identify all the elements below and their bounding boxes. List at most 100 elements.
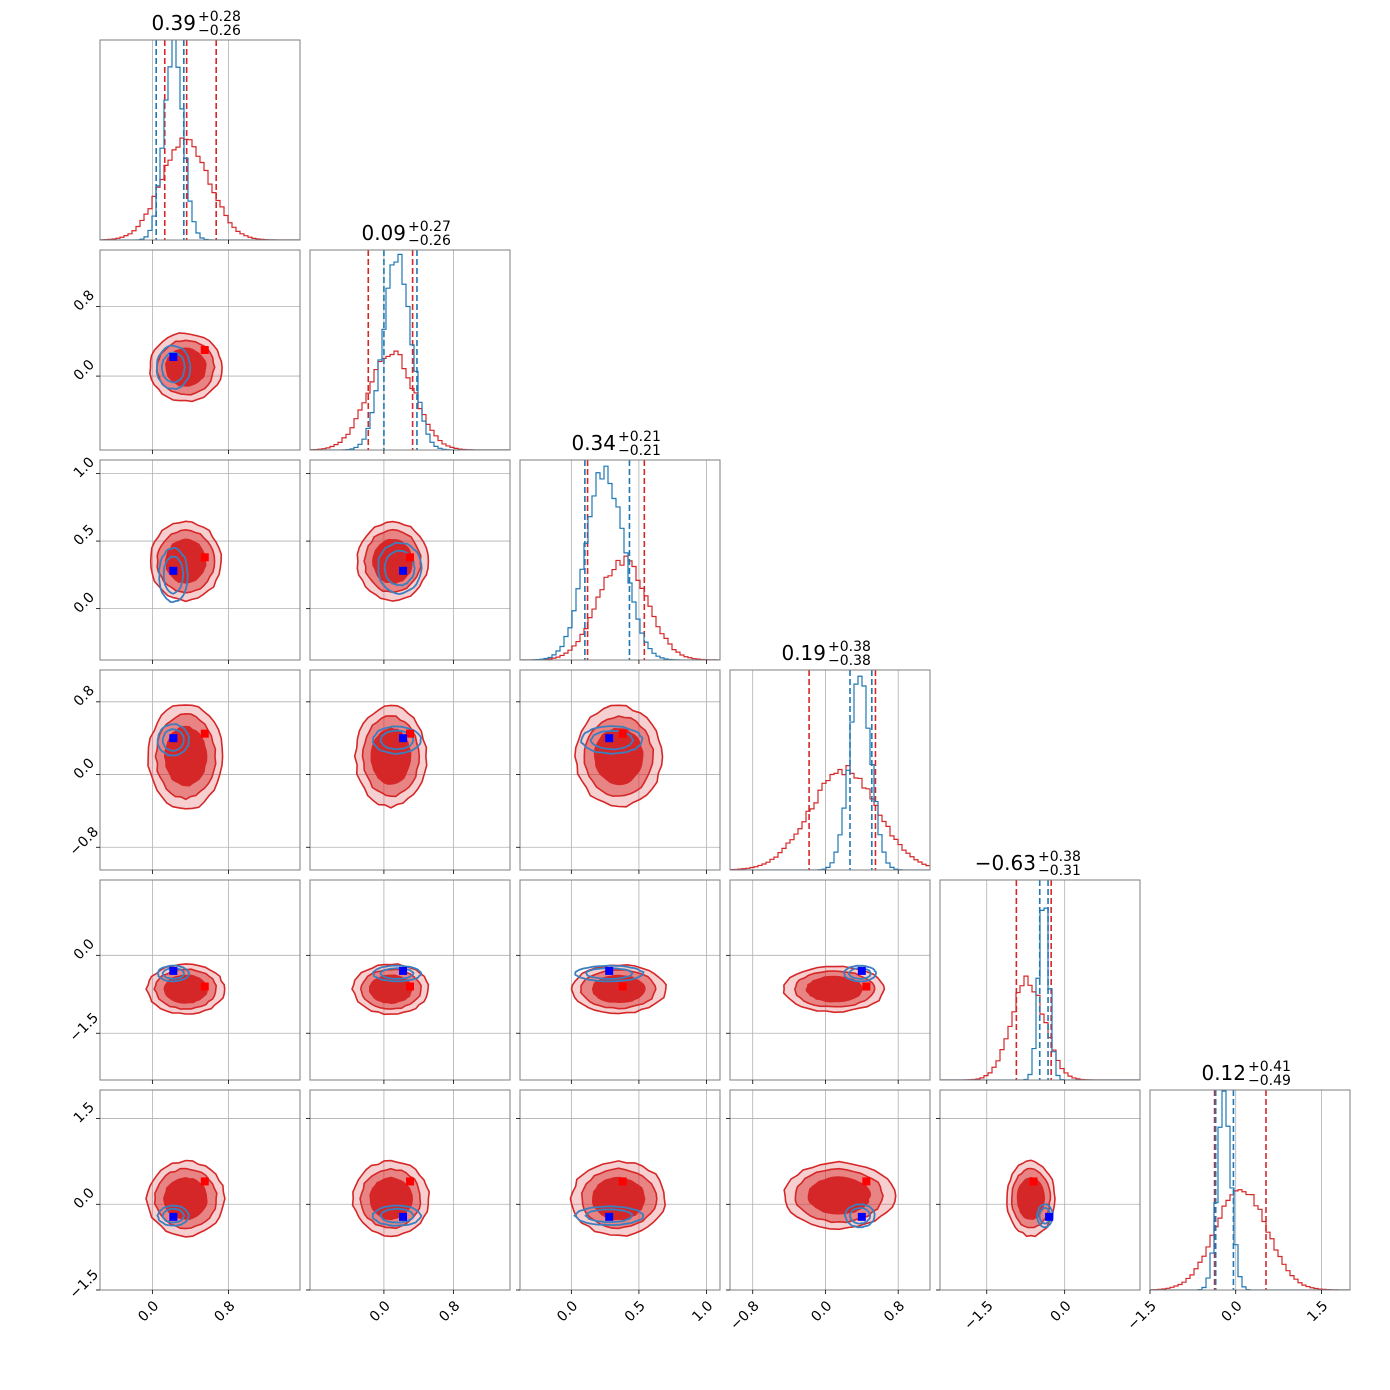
title-lower-error: −0.38 [828,653,871,669]
panel-frame [519,669,721,871]
contour-b [155,344,192,391]
panel-plot-area [730,880,930,1080]
panel-plot-area [520,460,720,660]
contour-b [160,351,186,384]
contour-b [161,967,185,980]
panel-1-1 [309,249,511,454]
histogram-a [730,765,930,870]
truth-marker-red [862,1177,871,1186]
title-upper-error: +0.27 [408,219,451,235]
x-tick-label: 1.0 [689,1298,716,1325]
x-tick-label: 0.0 [367,1298,394,1325]
y-tick-label: 0.0 [71,589,98,616]
panel-frame [729,879,931,1081]
x-tick-label: 0.5 [622,1298,649,1325]
panel-4-1 [306,879,511,1084]
panel-title-4: −0.63 +0.38−0.31 [975,849,1081,879]
y-tick-label: −1.5 [67,1267,102,1302]
y-tick-label: 0.0 [71,1185,98,1212]
panel-5-5: −1.5 0.0 1.5 [1125,1089,1351,1333]
truth-marker-blue [169,734,178,743]
contour-b [371,1204,423,1227]
histogram-b [310,253,510,450]
panel-plot-area [940,1090,1140,1290]
truth-marker-blue [169,966,178,975]
contour-b [379,729,415,751]
panel-frame [729,1089,931,1291]
y-tick-label: 0.0 [71,357,98,384]
contour-a [593,727,644,786]
truth-marker-red [200,553,209,562]
contour-a [163,974,209,1004]
panel-3-2 [516,669,721,874]
truth-marker-blue [1045,1212,1054,1221]
truth-marker-blue [605,966,614,975]
panel-4-4 [939,879,1141,1084]
contour-a [591,1176,646,1221]
panel-3-1 [306,669,511,874]
panel-frame [99,879,301,1081]
truth-marker-blue [399,966,408,975]
contour-b [156,723,190,757]
contour-b [580,725,644,755]
panel-0-0 [99,39,301,244]
contour-b [162,555,185,595]
histogram-a [520,555,720,660]
contour-b [156,964,190,983]
contour-b [371,964,423,983]
panel-frame [99,39,301,241]
truth-marker-red [1029,1177,1038,1186]
panel-1-0: 0.0 0.8 [71,249,301,454]
contour-b [848,1206,871,1225]
histogram-b [730,675,930,870]
panel-frame [939,879,1141,1081]
title-median: 0.12 [1201,1061,1246,1085]
contour-b [371,725,423,755]
panel-plot-area [310,670,510,870]
panel-4-0: −1.5 0.0 [67,879,301,1084]
truth-marker-blue [399,734,408,743]
panel-frame [519,1089,721,1291]
x-tick-label: 0.0 [1219,1298,1246,1325]
title-median: 0.19 [781,641,826,665]
panel-plot-area [310,1090,510,1290]
contour-b [377,541,423,596]
y-tick-label: 1.0 [71,454,98,481]
contour-b [1038,1206,1052,1225]
title-lower-error: −0.26 [198,23,241,39]
title-upper-error: +0.21 [618,429,661,445]
contour-b [573,1205,645,1226]
panel-frame [309,459,511,661]
y-tick-label: 0.0 [71,936,98,963]
panel-frame [519,459,721,661]
panel-4-3 [726,879,931,1084]
panel-2-1 [306,459,511,664]
histogram-b [940,907,1140,1080]
panel-plot-area [100,670,300,870]
x-tick-label: 0.0 [1048,1298,1075,1325]
x-tick-label: 0.8 [881,1298,908,1325]
x-tick-label: −0.8 [727,1298,762,1333]
panel-5-1: 0.0 0.8 [306,1089,511,1325]
histogram-b [100,40,300,240]
title-median: 0.39 [151,11,196,35]
truth-marker-blue [169,566,178,575]
y-tick-label: 0.8 [71,287,98,314]
truth-marker-blue [605,1212,614,1221]
title-lower-error: −0.49 [1248,1073,1291,1089]
panel-4-2 [516,879,721,1084]
panel-frame [1149,1089,1351,1291]
contour-b [574,964,645,983]
truth-marker-red [406,982,414,991]
panel-frame [309,879,511,1081]
title-upper-error: +0.41 [1248,1059,1291,1075]
contour-a [368,974,413,1005]
contour-b [843,1203,876,1229]
panel-plot-area [730,1090,930,1290]
panel-title-5: 0.12 +0.41−0.49 [1201,1059,1290,1089]
contour-b [161,728,185,752]
x-tick-label: 0.0 [135,1298,162,1325]
contour-b [1036,1203,1054,1229]
contour-b [383,549,416,587]
